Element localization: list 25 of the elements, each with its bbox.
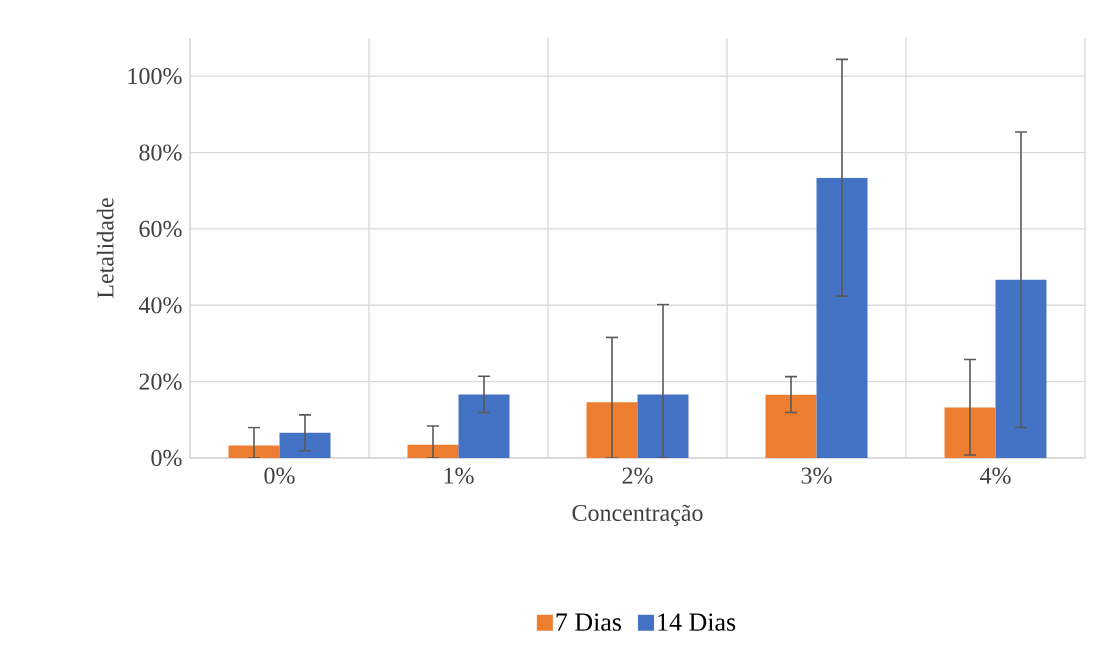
x-tick-label: 0% xyxy=(264,467,295,484)
bar xyxy=(407,444,459,458)
bar xyxy=(279,432,331,458)
y-tick-label: 0% xyxy=(151,449,182,467)
bar xyxy=(228,445,280,458)
y-tick-label: 40% xyxy=(138,297,182,314)
bar xyxy=(765,394,817,458)
x-tick-label: 2% xyxy=(622,467,653,484)
x-tick-label: 1% xyxy=(444,467,474,484)
bar xyxy=(458,394,510,458)
bar xyxy=(637,394,689,458)
y-tick-label: 20% xyxy=(139,373,182,390)
legend-label: 7 Dias xyxy=(556,613,622,631)
x-tick-label: 3% xyxy=(801,467,832,484)
x-axis-title: Concentração xyxy=(572,504,703,526)
bar xyxy=(816,177,868,458)
y-tick-label: 60% xyxy=(139,220,182,238)
x-tick-label: 4% xyxy=(979,467,1011,484)
y-tick-label: 100% xyxy=(128,68,182,85)
y-axis-title: Letalidade xyxy=(96,198,114,298)
legend-label: 14 Dias xyxy=(658,613,736,631)
bar xyxy=(995,279,1047,458)
y-tick-label: 80% xyxy=(139,144,182,161)
bar xyxy=(586,402,638,458)
bar xyxy=(944,407,996,458)
